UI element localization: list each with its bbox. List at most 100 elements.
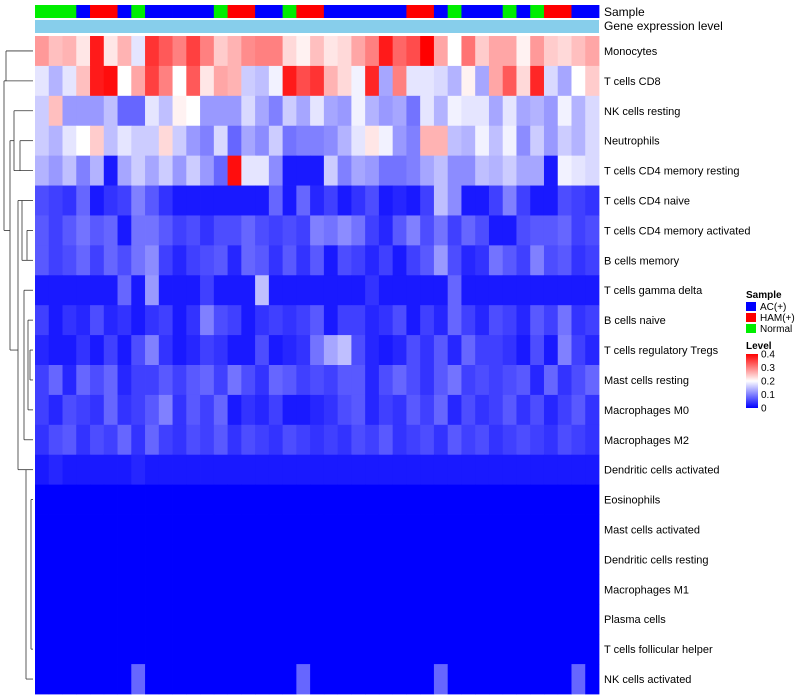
heatmap-cell bbox=[310, 185, 325, 216]
heatmap-cell bbox=[585, 544, 600, 575]
heatmap-cell bbox=[406, 514, 421, 545]
heatmap-cell bbox=[530, 305, 545, 336]
heatmap-cell bbox=[461, 634, 476, 665]
heatmap-cell bbox=[365, 65, 380, 97]
heatmap-cell bbox=[48, 185, 63, 216]
heatmap-cell bbox=[213, 454, 228, 486]
heatmap-cell bbox=[365, 245, 380, 276]
heatmap-cell bbox=[268, 664, 284, 695]
sample-annotation-cell bbox=[172, 5, 187, 18]
heatmap-cell bbox=[557, 335, 572, 366]
heatmap-cell bbox=[420, 514, 435, 545]
heatmap-cell bbox=[378, 65, 394, 97]
heatmap-cell bbox=[145, 365, 160, 396]
heatmap-cell bbox=[516, 185, 531, 216]
heatmap-cell bbox=[145, 215, 160, 246]
heatmap-cell bbox=[502, 125, 517, 157]
heatmap-cell bbox=[145, 36, 160, 67]
heatmap-cell bbox=[351, 155, 366, 186]
heatmap-cell bbox=[76, 155, 91, 186]
heatmap-cell bbox=[406, 664, 421, 695]
heatmap-cell bbox=[200, 604, 215, 635]
heatmap-cell bbox=[585, 305, 600, 336]
heatmap-cell bbox=[241, 484, 256, 515]
heatmap-cell bbox=[557, 484, 572, 515]
heatmap-cell bbox=[530, 664, 545, 695]
heatmap-cell bbox=[76, 365, 91, 396]
heatmap-cell bbox=[268, 215, 284, 246]
heatmap-cell bbox=[516, 215, 531, 246]
heatmap-cell bbox=[255, 36, 270, 67]
heatmap-cell bbox=[461, 454, 476, 486]
heatmap-cell bbox=[530, 514, 545, 545]
heatmap-cell bbox=[213, 245, 228, 276]
heatmap-cell bbox=[48, 604, 63, 635]
sample-annotation-cell bbox=[117, 5, 132, 18]
heatmap-cell bbox=[117, 634, 132, 665]
heatmap-cell bbox=[323, 514, 339, 545]
heatmap-cell bbox=[186, 275, 201, 306]
row-dendrogram bbox=[3, 50, 33, 680]
heatmap-cell bbox=[227, 394, 242, 426]
heatmap-cell bbox=[406, 424, 421, 456]
heatmap-cell bbox=[447, 215, 462, 246]
heatmap-cell bbox=[488, 634, 504, 665]
heatmap-cell bbox=[200, 215, 215, 246]
heatmap-cell bbox=[282, 275, 297, 306]
heatmap-cell bbox=[145, 95, 160, 127]
heatmap-cell bbox=[35, 335, 50, 366]
heatmap-cell bbox=[392, 95, 407, 127]
heatmap-cell bbox=[145, 484, 160, 515]
heatmap-cell bbox=[103, 544, 118, 575]
heatmap-cell bbox=[557, 454, 572, 486]
heatmap-cell bbox=[392, 36, 407, 67]
heatmap-cell bbox=[502, 305, 517, 336]
heatmap-cell bbox=[172, 394, 187, 426]
heatmap-cell bbox=[543, 245, 559, 276]
heatmap-cell bbox=[365, 634, 380, 665]
heatmap-cell bbox=[365, 574, 380, 605]
heatmap-cell bbox=[337, 245, 352, 276]
heatmap-cell bbox=[310, 305, 325, 336]
row-label: NK cells activated bbox=[604, 674, 691, 686]
heatmap-cell bbox=[296, 245, 311, 276]
heatmap-cell bbox=[502, 215, 517, 246]
heatmap-cell bbox=[543, 335, 559, 366]
heatmap-cell bbox=[172, 36, 187, 67]
heatmap-cell bbox=[323, 275, 339, 306]
heatmap-cell bbox=[420, 424, 435, 456]
heatmap-cell bbox=[585, 245, 600, 276]
heatmap-cell bbox=[131, 275, 146, 306]
heatmap-cell bbox=[76, 185, 91, 216]
heatmap-cell bbox=[186, 215, 201, 246]
legend-level-tick: 0.4 bbox=[761, 350, 775, 361]
heatmap-cell bbox=[200, 544, 215, 575]
heatmap-cell bbox=[117, 36, 132, 67]
heatmap-cell bbox=[337, 155, 352, 186]
heatmap-cell bbox=[516, 275, 531, 306]
heatmap-cell bbox=[571, 335, 586, 366]
heatmap-cell bbox=[255, 514, 270, 545]
heatmap-cell bbox=[282, 125, 297, 157]
heatmap-cell bbox=[530, 275, 545, 306]
legend-level-tick: 0.1 bbox=[761, 390, 775, 401]
heatmap-cell bbox=[406, 484, 421, 515]
heatmap-cell bbox=[131, 36, 146, 67]
heatmap-cell bbox=[268, 335, 284, 366]
heatmap-cell bbox=[76, 125, 91, 157]
heatmap-cell bbox=[158, 125, 173, 157]
heatmap-cell bbox=[35, 664, 50, 695]
heatmap-cell bbox=[461, 305, 476, 336]
heatmap-cell bbox=[172, 454, 187, 486]
row-label: Mast cells activated bbox=[604, 525, 700, 537]
heatmap-cell bbox=[255, 604, 270, 635]
heatmap-cell bbox=[103, 335, 118, 366]
heatmap-cell bbox=[145, 335, 160, 366]
heatmap-cell bbox=[406, 245, 421, 276]
heatmap-cell bbox=[337, 454, 352, 486]
heatmap-cell bbox=[420, 65, 435, 97]
heatmap-cell bbox=[172, 604, 187, 635]
heatmap-cell bbox=[475, 65, 490, 97]
heatmap-cell bbox=[433, 245, 449, 276]
heatmap-cell bbox=[447, 424, 462, 456]
